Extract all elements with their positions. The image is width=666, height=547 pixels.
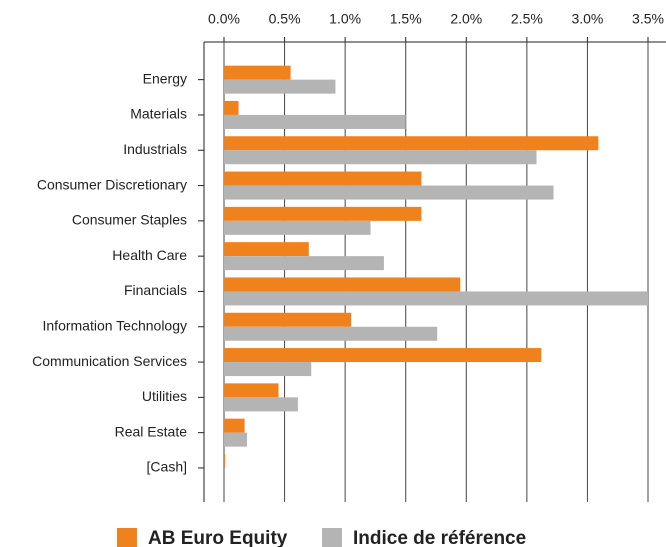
x-tick-label: 1.5% <box>390 11 422 27</box>
y-tick-label: Real Estate <box>115 423 188 439</box>
bar <box>224 312 352 327</box>
x-tick-label: 0.5% <box>269 11 301 27</box>
bar <box>224 150 537 165</box>
y-tick-label: Health Care <box>112 247 187 263</box>
bar <box>224 220 371 235</box>
x-tick-label: 3.0% <box>571 11 603 27</box>
y-tick-label: [Cash] <box>147 459 187 475</box>
bar <box>224 65 291 80</box>
y-tick-label: Materials <box>130 106 187 122</box>
bar <box>224 256 384 271</box>
y-tick-label: Industrials <box>123 141 187 157</box>
y-tick-label: Financials <box>124 282 187 298</box>
bar <box>224 171 422 186</box>
x-tick-label: 1.0% <box>329 11 361 27</box>
bar <box>224 432 248 447</box>
bar <box>224 453 226 468</box>
bar <box>224 291 648 306</box>
bar <box>224 362 312 377</box>
bar <box>224 326 438 341</box>
y-tick-label: Energy <box>143 70 187 86</box>
y-tick-label: Information Technology <box>43 317 188 333</box>
bar <box>224 100 239 115</box>
bar <box>224 397 298 412</box>
bar <box>224 277 461 292</box>
bar <box>224 383 279 398</box>
y-tick-label: Utilities <box>142 388 187 404</box>
bar <box>224 418 245 433</box>
legend-swatch <box>117 528 137 547</box>
bar <box>224 242 309 257</box>
bar <box>224 136 599 151</box>
x-tick-label: 2.0% <box>450 11 482 27</box>
bar <box>224 206 422 221</box>
bar <box>224 348 542 363</box>
y-tick-label: Communication Services <box>32 353 187 369</box>
x-tick-label: 0.0% <box>208 11 240 27</box>
bar <box>224 185 554 200</box>
x-tick-label: 3.5% <box>632 11 664 27</box>
legend-swatch <box>322 528 342 547</box>
legend-label: AB Euro Equity <box>148 528 288 547</box>
y-tick-label: Consumer Discretionary <box>37 176 187 192</box>
bar <box>224 114 406 129</box>
bar <box>224 79 336 94</box>
y-tick-label: Consumer Staples <box>72 212 187 228</box>
x-tick-label: 2.5% <box>511 11 543 27</box>
legend-label: Indice de référence <box>353 528 526 547</box>
